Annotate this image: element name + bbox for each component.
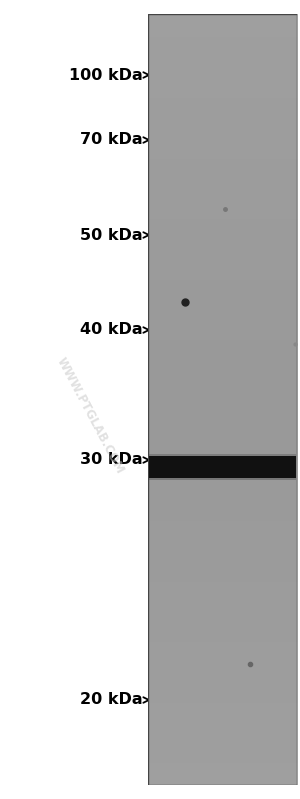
Text: 40 kDa: 40 kDa: [80, 323, 142, 337]
Bar: [149, 478, 296, 480]
Text: 100 kDa: 100 kDa: [69, 67, 142, 82]
Text: 70 kDa: 70 kDa: [80, 133, 142, 148]
Text: 50 kDa: 50 kDa: [80, 228, 142, 243]
Text: 30 kDa: 30 kDa: [80, 452, 142, 467]
Bar: [149, 454, 296, 456]
Bar: [149, 456, 296, 478]
Text: 20 kDa: 20 kDa: [80, 693, 142, 707]
Text: WWW.PTGLAB.COM: WWW.PTGLAB.COM: [54, 355, 126, 476]
